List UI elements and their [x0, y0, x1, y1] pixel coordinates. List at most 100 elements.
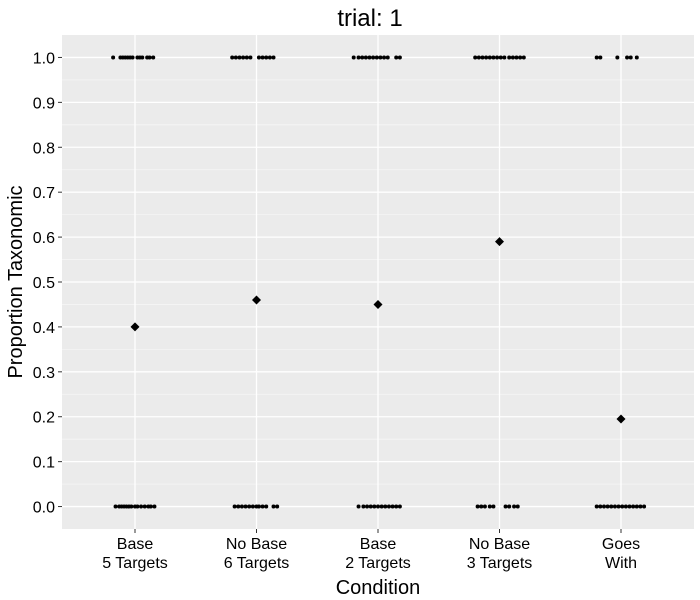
data-point: [365, 504, 370, 509]
data-point: [628, 55, 633, 60]
data-point: [151, 55, 156, 60]
data-point: [130, 55, 135, 60]
data-point: [275, 504, 280, 509]
data-point: [507, 504, 512, 509]
data-point: [236, 504, 241, 509]
data-point: [634, 504, 639, 509]
data-point: [514, 55, 519, 60]
data-point: [256, 55, 261, 60]
data-point: [360, 55, 365, 60]
data-point: [498, 55, 503, 60]
data-point: [476, 55, 481, 60]
data-point: [129, 504, 134, 509]
x-tick-label-line1: No Base: [226, 536, 287, 553]
data-point: [394, 55, 399, 60]
data-point: [382, 55, 387, 60]
data-point: [479, 504, 484, 509]
y-tick-label: 0.0: [33, 500, 55, 517]
x-tick-label-line2: 2 Targets: [345, 555, 411, 572]
data-point: [361, 504, 366, 509]
data-point: [518, 55, 523, 60]
y-axis-title: Proportion Taxonomic: [5, 185, 27, 378]
data-point: [605, 504, 610, 509]
data-point: [376, 504, 380, 509]
data-point: [631, 504, 636, 509]
y-tick-label: 0.6: [33, 230, 55, 247]
data-point: [507, 55, 512, 60]
data-point: [374, 55, 379, 60]
data-point: [484, 55, 489, 60]
data-point: [271, 55, 276, 60]
data-point: [351, 55, 356, 60]
x-tick-label-line2: 3 Targets: [467, 555, 533, 572]
data-point: [230, 55, 235, 60]
data-point: [239, 504, 244, 509]
data-point: [627, 504, 632, 509]
data-point: [512, 504, 517, 509]
data-point: [248, 55, 253, 60]
data-point: [371, 55, 376, 60]
x-axis-title: Condition: [336, 577, 421, 599]
y-tick-label: 0.2: [33, 410, 55, 427]
x-tick-label-line1: No Base: [469, 536, 530, 553]
data-point: [503, 504, 508, 509]
chart-title: trial: 1: [337, 5, 402, 32]
data-point: [487, 504, 492, 509]
data-point: [638, 504, 643, 509]
data-point: [233, 55, 238, 60]
data-point: [271, 504, 276, 509]
data-point: [491, 504, 496, 509]
data-point: [256, 504, 261, 509]
data-point: [642, 504, 647, 509]
data-point: [616, 504, 621, 509]
data-point: [487, 55, 492, 60]
y-tick-label: 0.3: [33, 365, 55, 382]
data-point: [241, 55, 246, 60]
mean-marker: [616, 414, 626, 424]
data-point: [264, 55, 269, 60]
data-point: [594, 504, 599, 509]
data-point: [521, 55, 526, 60]
y-tick-label: 0.1: [33, 455, 55, 472]
data-point: [113, 504, 118, 509]
data-point: [378, 55, 383, 60]
data-point: [609, 504, 614, 509]
data-point: [620, 504, 625, 509]
x-tick-label-line2: 6 Targets: [224, 555, 290, 572]
data-point: [385, 55, 390, 60]
data-point: [390, 504, 395, 509]
data-point: [515, 504, 520, 509]
x-tick-label-line2: 5 Targets: [102, 555, 168, 572]
data-point: [473, 55, 478, 60]
data-point: [612, 504, 617, 509]
data-point: [367, 55, 372, 60]
x-tick-label-line2: With: [605, 555, 637, 572]
mean-marker: [252, 295, 261, 305]
data-point: [247, 504, 252, 509]
data-point: [386, 504, 391, 509]
data-point: [397, 55, 402, 60]
data-point: [142, 504, 147, 509]
y-axis: 0.0 0.1 0.2 0.3 0.4 0.5 0.6 0.7 0.8 0.9 1.0: [33, 50, 62, 517]
data-point: [152, 504, 157, 509]
y-tick-label: 0.9: [33, 95, 55, 112]
x-tick-label-line1: Base: [117, 536, 154, 553]
data-point: [147, 55, 152, 60]
data-point: [140, 55, 145, 60]
data-point: [475, 504, 480, 509]
data-point: [615, 55, 620, 60]
mean-marker: [495, 237, 504, 247]
data-point: [139, 504, 144, 509]
x-tick-label-line1: Base: [360, 536, 397, 553]
data-point: [502, 55, 507, 60]
mean-points: [130, 237, 626, 424]
x-tick-label-line1: Goes: [602, 536, 640, 553]
data-point: [480, 55, 485, 60]
y-tick-label: 1.0: [33, 50, 55, 67]
data-point: [111, 55, 116, 60]
mean-marker: [373, 299, 383, 309]
data-point: [482, 504, 487, 509]
y-tick-label: 0.5: [33, 275, 55, 292]
data-point: [260, 55, 265, 60]
data-point: [394, 504, 399, 509]
